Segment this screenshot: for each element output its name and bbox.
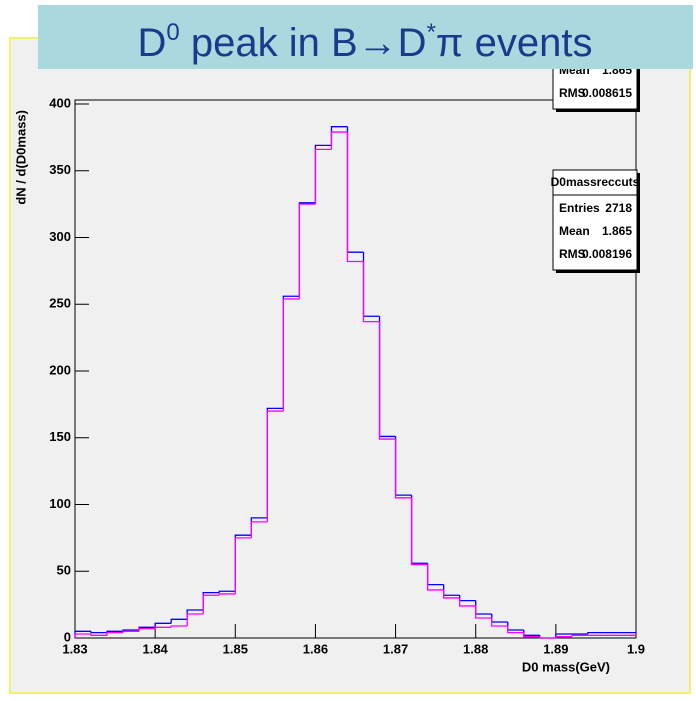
stat-value: 0.008196 — [582, 247, 632, 261]
histogram-bin — [298, 203, 316, 299]
y-tick-label: 300 — [49, 229, 71, 244]
histogram-bin — [507, 625, 524, 634]
histogram-bin — [346, 132, 364, 263]
histogram-bin — [491, 617, 508, 627]
histogram-bin — [170, 618, 188, 624]
histogram-bin — [122, 630, 140, 633]
histogram-bin — [394, 439, 412, 499]
stat-label: Mean — [559, 224, 590, 238]
x-tick-label: 1.88 — [463, 641, 488, 656]
histogram-bin — [74, 633, 92, 638]
histogram-bin — [362, 261, 380, 323]
histogram-bin — [170, 625, 188, 628]
histogram-bin — [314, 148, 332, 205]
y-tick-label: 50 — [57, 563, 71, 578]
x-tick-label: 1.85 — [223, 641, 248, 656]
x-tick-label: 1.83 — [62, 641, 87, 656]
title-text: π events — [436, 21, 593, 65]
histogram-bin — [202, 594, 220, 614]
y-tick-label: 200 — [49, 362, 71, 377]
histogram-bin — [523, 632, 540, 638]
stat-value: 2718 — [605, 201, 632, 215]
y-tick-label: 350 — [49, 162, 71, 177]
title-superscript: 0 — [166, 19, 179, 46]
histogram-bin — [378, 321, 396, 440]
title-superscript: * — [427, 19, 436, 46]
title-box — [38, 5, 693, 69]
y-tick-label: 100 — [49, 496, 71, 511]
x-axis-label: D0 mass(GeV) — [522, 659, 610, 674]
stat-box-name: D0massreccuts — [551, 175, 640, 189]
y-axis-label: dN / d(D0mass) — [13, 110, 28, 205]
stat-box — [552, 169, 638, 271]
x-tick-label: 1.9 — [627, 641, 645, 656]
chart-title: D0 peak in B→D*π events — [138, 19, 593, 65]
histogram-bin — [443, 589, 460, 599]
stat-label: RMS — [559, 247, 586, 261]
stat-label: RMS — [559, 86, 586, 100]
histogram-bin — [218, 593, 236, 596]
histogram-bin — [282, 298, 300, 412]
histogram-bin — [138, 628, 156, 632]
y-tick-label: 250 — [49, 296, 71, 311]
x-tick-label: 1.87 — [383, 641, 408, 656]
histogram-bin — [90, 633, 108, 636]
histogram-bin — [218, 590, 236, 593]
plot-frame — [74, 99, 637, 639]
histogram-bin — [475, 605, 492, 619]
y-tick-label: 400 — [49, 95, 71, 110]
histogram-bin — [571, 634, 588, 637]
histogram-bin — [555, 636, 572, 638]
histogram-bin — [330, 131, 348, 150]
histogram-bin — [410, 497, 428, 566]
histogram-bin — [539, 636, 556, 639]
histogram-bin — [587, 632, 604, 634]
x-tick-label: 1.84 — [142, 641, 168, 656]
stat-label: Entries — [559, 201, 600, 215]
x-tick-label: 1.89 — [543, 641, 568, 656]
histogram-bin — [154, 622, 172, 628]
histogram-bin — [250, 521, 268, 538]
histogram-bin — [234, 537, 252, 594]
histogram-bin — [106, 632, 124, 636]
histogram-bin — [426, 564, 444, 591]
title-text: peak in B→D — [180, 21, 427, 65]
title-text: D — [138, 21, 167, 65]
histogram-bin — [186, 613, 204, 626]
stat-value: 1.865 — [602, 224, 632, 238]
y-tick-label: 150 — [49, 429, 71, 444]
histogram-bin — [90, 631, 108, 634]
x-tick-label: 1.86 — [303, 641, 328, 656]
histogram-bin — [266, 410, 284, 522]
y-tick-label: 0 — [64, 629, 71, 644]
stat-value: 0.008615 — [582, 86, 632, 100]
histogram-bin — [154, 626, 172, 629]
histogram-bin — [459, 597, 476, 607]
